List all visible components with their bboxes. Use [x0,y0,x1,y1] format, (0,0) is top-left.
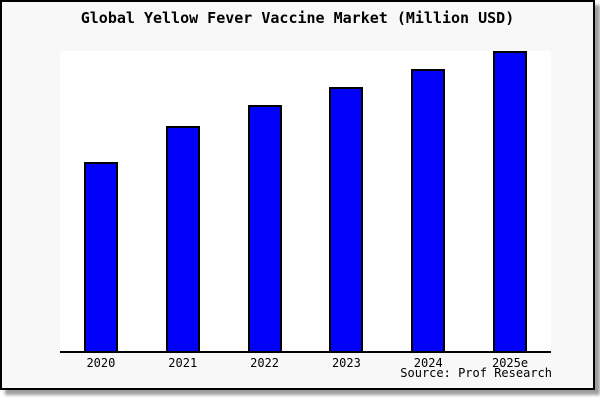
x-tick-label-2025e: 2025e [491,356,529,370]
bars-container [60,51,551,351]
x-tick-label-2023: 2023 [331,356,361,370]
chart-figure: Global Yellow Fever Vaccine Market (Mill… [0,0,595,390]
bar-2020 [83,162,118,351]
x-tick-label-2024: 2024 [413,356,443,370]
x-axis-labels: 2020 2021 2022 2023 2024 2025e [60,356,551,370]
x-tick-label-2020: 2020 [86,356,116,370]
bar-2022 [247,105,282,351]
bar-2023 [329,87,364,351]
bar-2024 [411,69,446,351]
chart-title: Global Yellow Fever Vaccine Market (Mill… [80,9,515,27]
x-tick-label-2021: 2021 [168,356,198,370]
plot-area [60,51,551,353]
source-credit: Source: Prof Research [400,366,552,380]
bar-2021 [165,126,200,351]
x-tick-label-2022: 2022 [250,356,280,370]
bar-2025e [493,51,528,351]
